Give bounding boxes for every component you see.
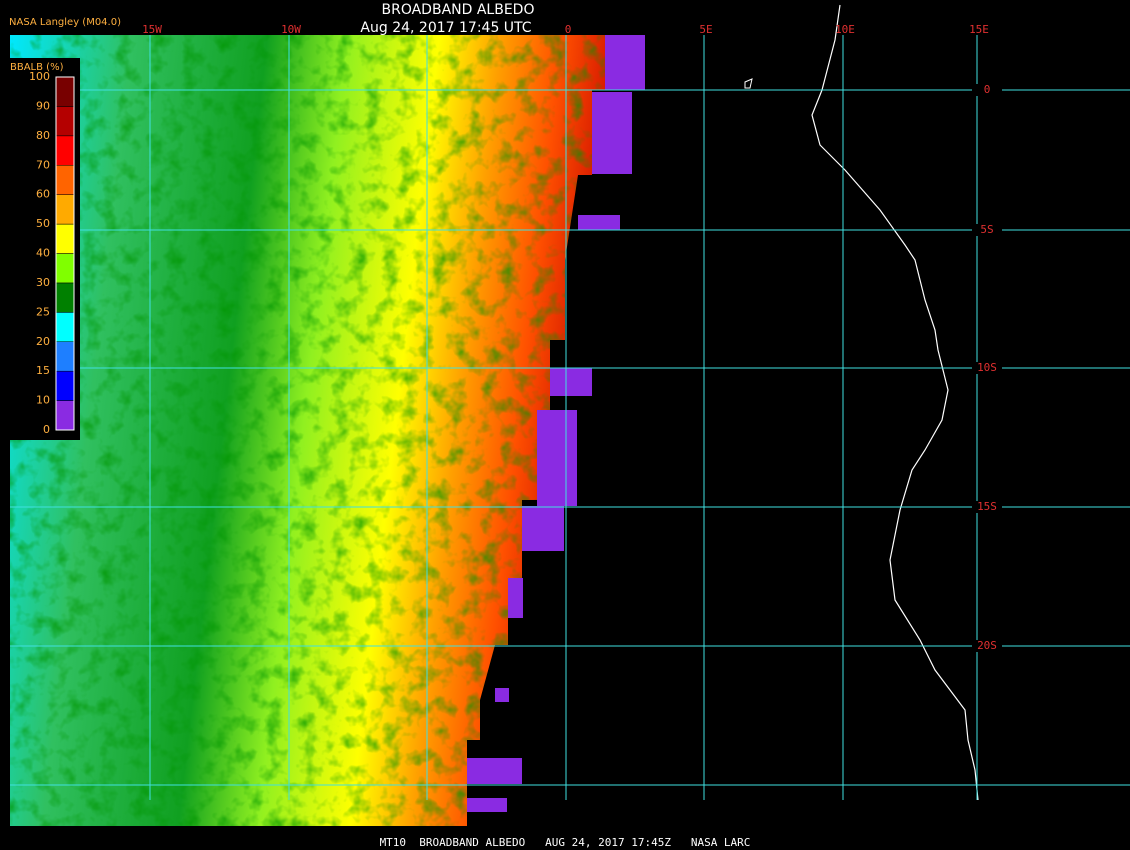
colorbar-segment bbox=[55, 135, 75, 166]
colorbar-segment bbox=[55, 106, 75, 137]
lat-label-bg bbox=[972, 362, 1002, 374]
colorbar-segment bbox=[55, 312, 75, 343]
lon-label: 10E bbox=[835, 23, 855, 36]
coastline bbox=[811, 4, 979, 801]
colorbar-segment bbox=[55, 76, 75, 107]
colorbar-tick-label: 100 bbox=[29, 70, 50, 83]
colorbar-tick-label: 40 bbox=[36, 247, 50, 260]
colorbar-tick-label: 20 bbox=[36, 335, 50, 348]
colorbar-tick-label: 50 bbox=[36, 217, 50, 230]
lon-label: 15E bbox=[969, 23, 989, 36]
lon-label: 5E bbox=[699, 23, 712, 36]
colorbar-tick-label: 0 bbox=[43, 423, 50, 436]
colorbar-tick-label: 80 bbox=[36, 129, 50, 142]
lat-label: 15S bbox=[977, 500, 997, 513]
colorbar-segment bbox=[55, 400, 75, 431]
colorbar-segment bbox=[55, 282, 75, 313]
colorbar-segment bbox=[55, 253, 75, 284]
colorbar-segment bbox=[55, 194, 75, 225]
graticule: 15W 10W 0 5E 10E 15E 0 5S 10S 15S 20S bbox=[10, 23, 1130, 800]
lat-label-bg bbox=[972, 501, 1002, 513]
colorbar-segment bbox=[55, 341, 75, 372]
missing-data-blocks bbox=[467, 35, 645, 812]
lat-label-bg bbox=[972, 640, 1002, 652]
colorbar-tick-label: 60 bbox=[36, 188, 50, 201]
lon-label: 15W bbox=[142, 23, 162, 36]
colorbar-segment bbox=[55, 165, 75, 195]
lat-label: 20S bbox=[977, 639, 997, 652]
lat-label: 0 bbox=[984, 83, 991, 96]
colorbar-tick-label: 90 bbox=[36, 99, 50, 112]
source-label: NASA Langley (M04.0) bbox=[9, 17, 121, 28]
colorbar-tick-label: 25 bbox=[36, 305, 50, 318]
colorbar-segment bbox=[55, 223, 75, 254]
colorbar-frame bbox=[55, 76, 75, 431]
lat-label-bg bbox=[972, 224, 1002, 236]
colorbar-label: BBALB (%) bbox=[10, 62, 64, 73]
colorbar-tick-label: 70 bbox=[36, 158, 50, 171]
island bbox=[744, 78, 753, 89]
lon-label: 10W bbox=[281, 23, 301, 36]
subtitle: Aug 24, 2017 17:45 UTC bbox=[360, 20, 531, 36]
colorbar-segment bbox=[55, 370, 75, 401]
lat-label-bg bbox=[972, 84, 1002, 96]
lat-label: 10S bbox=[977, 361, 997, 374]
colorbar: 0 10 15 20 25 30 40 50 60 70 80 90 100 bbox=[29, 70, 75, 436]
footer: MT10 BROADBAND ALBEDO AUG 24, 2017 17:45… bbox=[380, 836, 751, 849]
colorbar-tick-label: 10 bbox=[36, 394, 50, 407]
title: BROADBAND ALBEDO bbox=[382, 2, 535, 18]
lat-label: 5S bbox=[980, 223, 993, 236]
colorbar-tick-label: 15 bbox=[36, 364, 50, 377]
lon-label: 0 bbox=[565, 23, 572, 36]
colorbar-tick-label: 30 bbox=[36, 276, 50, 289]
